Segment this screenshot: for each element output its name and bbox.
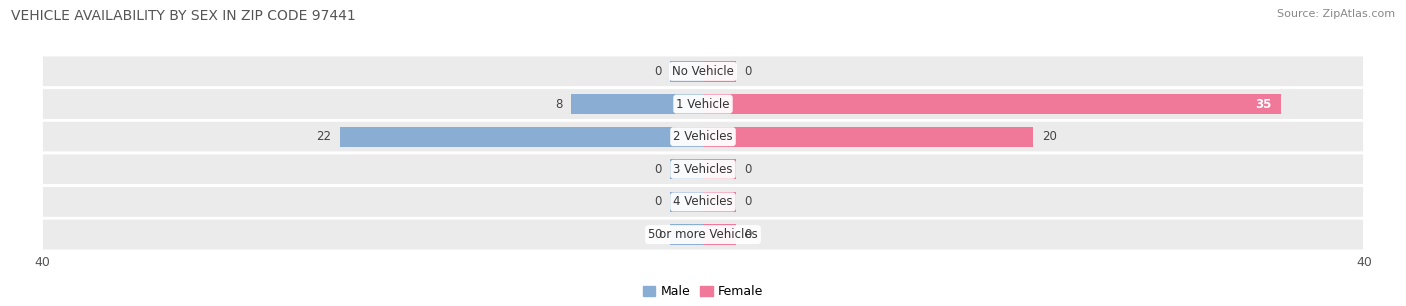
Bar xyxy=(703,225,737,245)
Text: 20: 20 xyxy=(1042,130,1056,143)
Text: 0: 0 xyxy=(654,163,662,176)
Bar xyxy=(669,192,703,212)
Text: 0: 0 xyxy=(654,65,662,78)
Bar xyxy=(703,94,1281,114)
Bar xyxy=(669,225,703,245)
FancyBboxPatch shape xyxy=(42,120,1364,153)
Bar xyxy=(669,159,703,179)
Text: 8: 8 xyxy=(555,98,562,110)
Text: 0: 0 xyxy=(744,228,752,241)
Bar xyxy=(339,127,703,147)
Legend: Male, Female: Male, Female xyxy=(638,280,768,304)
FancyBboxPatch shape xyxy=(42,153,1364,186)
Bar xyxy=(703,159,737,179)
Bar xyxy=(571,94,703,114)
Text: 0: 0 xyxy=(744,65,752,78)
Text: 1 Vehicle: 1 Vehicle xyxy=(676,98,730,110)
Text: 5 or more Vehicles: 5 or more Vehicles xyxy=(648,228,758,241)
Bar xyxy=(703,192,737,212)
Text: 4 Vehicles: 4 Vehicles xyxy=(673,196,733,208)
Text: 2 Vehicles: 2 Vehicles xyxy=(673,130,733,143)
Text: 0: 0 xyxy=(744,196,752,208)
Bar xyxy=(669,61,703,81)
Text: 22: 22 xyxy=(316,130,332,143)
Text: 0: 0 xyxy=(654,196,662,208)
Text: Source: ZipAtlas.com: Source: ZipAtlas.com xyxy=(1277,9,1395,19)
Text: No Vehicle: No Vehicle xyxy=(672,65,734,78)
Text: 0: 0 xyxy=(744,163,752,176)
Bar xyxy=(703,127,1033,147)
Text: VEHICLE AVAILABILITY BY SEX IN ZIP CODE 97441: VEHICLE AVAILABILITY BY SEX IN ZIP CODE … xyxy=(11,9,356,23)
Text: 0: 0 xyxy=(654,228,662,241)
FancyBboxPatch shape xyxy=(42,55,1364,88)
Text: 35: 35 xyxy=(1256,98,1271,110)
Bar xyxy=(703,61,737,81)
FancyBboxPatch shape xyxy=(42,186,1364,218)
FancyBboxPatch shape xyxy=(42,218,1364,251)
FancyBboxPatch shape xyxy=(42,88,1364,120)
Text: 3 Vehicles: 3 Vehicles xyxy=(673,163,733,176)
